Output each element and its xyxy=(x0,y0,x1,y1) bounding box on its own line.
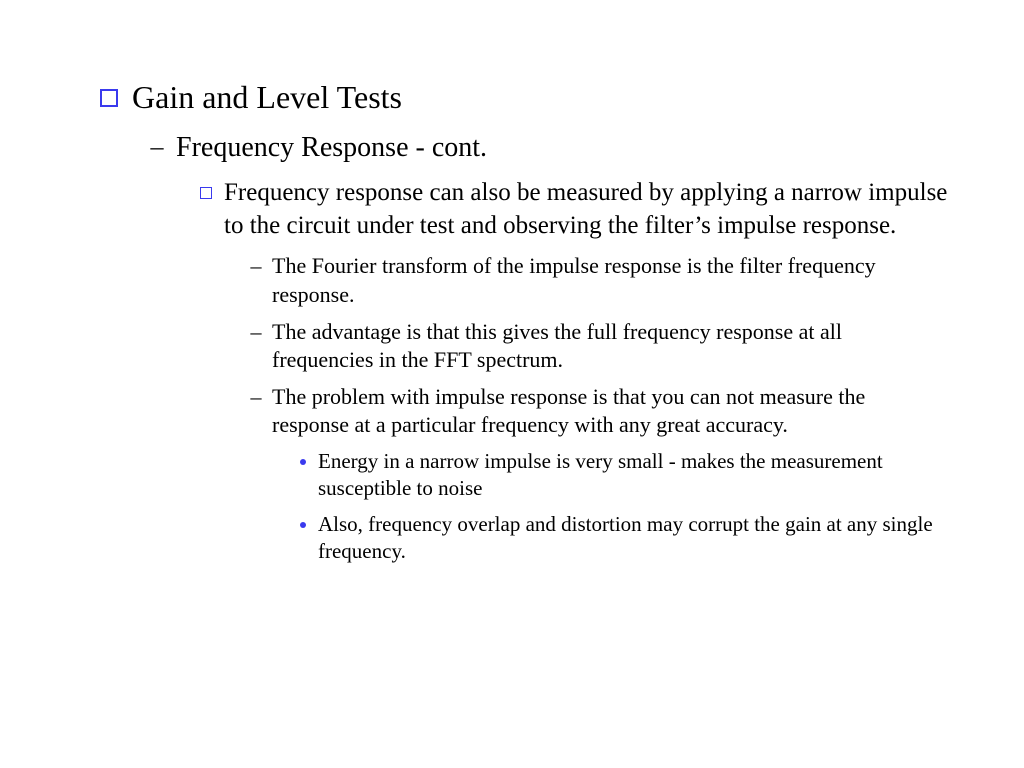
dot-bullet-icon xyxy=(300,522,306,528)
level4-item: – The problem with impulse response is t… xyxy=(248,383,944,440)
level2-item: – Frequency Response - cont. xyxy=(148,130,964,165)
level2-subtitle: Frequency Response - cont. xyxy=(176,130,964,165)
dash-bullet-icon: – xyxy=(248,321,264,343)
level5-item: Energy in a narrow impulse is very small… xyxy=(300,448,934,503)
level3-item: Frequency response can also be measured … xyxy=(200,177,954,242)
level4-text: The Fourier transform of the impulse res… xyxy=(272,252,944,309)
level4-item: – The Fourier transform of the impulse r… xyxy=(248,252,944,309)
level5-text: Also, frequency overlap and distortion m… xyxy=(318,511,934,566)
level1-title: Gain and Level Tests xyxy=(132,78,964,116)
dash-bullet-icon: – xyxy=(248,255,264,277)
square-bullet-icon xyxy=(100,89,118,107)
slide: Gain and Level Tests – Frequency Respons… xyxy=(0,0,1024,768)
dash-bullet-icon: – xyxy=(148,134,166,160)
level4-item: – The advantage is that this gives the f… xyxy=(248,318,944,375)
square-bullet-icon xyxy=(200,187,212,199)
level3-text: Frequency response can also be measured … xyxy=(224,177,954,242)
dash-bullet-icon: – xyxy=(248,386,264,408)
dot-bullet-icon xyxy=(300,459,306,465)
level5-text: Energy in a narrow impulse is very small… xyxy=(318,448,934,503)
level4-text: The problem with impulse response is tha… xyxy=(272,383,944,440)
level1-item: Gain and Level Tests xyxy=(100,78,964,116)
level5-item: Also, frequency overlap and distortion m… xyxy=(300,511,934,566)
level4-text: The advantage is that this gives the ful… xyxy=(272,318,944,375)
